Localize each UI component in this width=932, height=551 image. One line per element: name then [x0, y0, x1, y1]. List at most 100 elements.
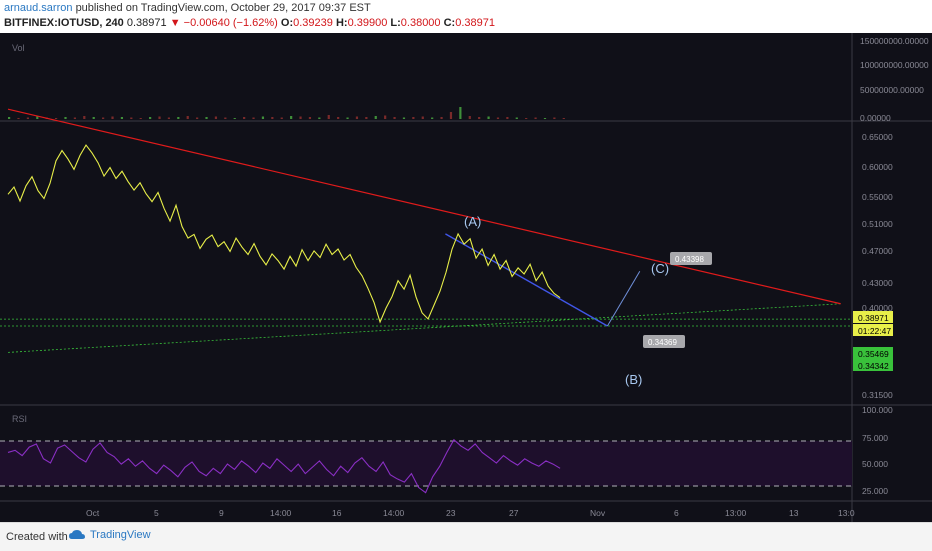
- last-price-text: 0.38971: [858, 313, 889, 323]
- volume-bar: [515, 117, 518, 119]
- footer: Created with TradingView: [0, 522, 932, 551]
- volume-bar: [421, 116, 424, 119]
- volume-bar: [120, 117, 124, 119]
- callout-b[interactable]: [643, 335, 685, 348]
- volume-bar: [243, 117, 246, 119]
- callout-b-text: 0.34369: [648, 338, 677, 347]
- volume-bar: [374, 116, 377, 119]
- volume-bar: [139, 118, 142, 119]
- volume-bar: [158, 116, 161, 119]
- volume-bar: [73, 117, 77, 119]
- volume-bar: [233, 118, 236, 119]
- cloud-icon: [69, 530, 85, 539]
- volume-bar: [8, 117, 11, 119]
- volume-bar: [102, 117, 105, 119]
- volume-tick-label: 150000000.00000: [860, 36, 929, 46]
- volume-bar: [318, 117, 321, 119]
- volume-axis: 150000000.00000 100000000.00000 50000000…: [860, 36, 929, 123]
- volume-bar: [393, 117, 396, 119]
- volume-bar: [506, 117, 509, 119]
- wave-label-a[interactable]: (A): [464, 214, 481, 229]
- volume-bar: [167, 117, 171, 119]
- time-tick-label: 23: [446, 508, 456, 518]
- volume-pane-label: Vol: [12, 43, 25, 53]
- volume-bar: [224, 117, 227, 119]
- support-text-lower: 0.34342: [858, 361, 889, 371]
- time-tick-label: Nov: [590, 508, 606, 518]
- volume-bar: [384, 115, 387, 119]
- last-price: 0.38971: [126, 17, 167, 29]
- volume-bar: [431, 117, 434, 119]
- volume-bar: [186, 116, 189, 119]
- volume-bar: [17, 118, 20, 119]
- volume-bars: [8, 107, 565, 119]
- high-value: 0.39900: [347, 17, 388, 29]
- resistance-trendline[interactable]: [7, 108, 841, 305]
- volume-bar: [149, 117, 152, 119]
- volume-bar: [308, 117, 312, 119]
- price-tick-label: 0.47000: [862, 246, 893, 256]
- wave-label-b[interactable]: (B): [625, 372, 642, 387]
- callout-c[interactable]: [670, 252, 712, 265]
- brand-text: TradingView: [90, 529, 151, 541]
- volume-bar: [290, 116, 293, 119]
- volume-bar: [177, 117, 180, 119]
- wave-a-b-line[interactable]: [445, 233, 608, 327]
- volume-bar: [487, 116, 490, 119]
- volume-bar: [534, 117, 537, 119]
- symbol-label: BITFINEX:IOTUSD, 240: [4, 17, 124, 29]
- volume-bar: [553, 117, 556, 119]
- time-axis: Oct 5 9 14:00 16 14:00 23 27 Nov 6 13:00…: [86, 508, 855, 518]
- support-label-lower: [853, 359, 893, 371]
- ohlc-line: BITFINEX:IOTUSD, 240 0.38971 ▼ −0.00640 …: [4, 17, 495, 29]
- tradingview-brand[interactable]: TradingView: [68, 529, 151, 541]
- volume-tick-label: 100000000.00000: [860, 60, 929, 70]
- wave-b-c-line[interactable]: [606, 271, 641, 327]
- chart-area[interactable]: Vol RSI 150000000.00000 100000000.00000 …: [0, 33, 932, 523]
- volume-tick-label: 50000000.00000: [860, 85, 924, 95]
- volume-bar: [299, 116, 302, 119]
- volume-bar: [478, 117, 481, 119]
- rsi-band: [0, 441, 852, 486]
- countdown-label: [853, 324, 893, 336]
- price-line: [7, 144, 561, 324]
- chart-svg[interactable]: Vol RSI 150000000.00000 100000000.00000 …: [0, 33, 932, 523]
- volume-bar: [64, 117, 67, 119]
- publish-info: published on TradingView.com, October 29…: [75, 2, 371, 14]
- change-arrow: ▼: [169, 17, 181, 29]
- countdown-text: 01:22:47: [858, 326, 891, 336]
- volume-bar: [36, 116, 39, 119]
- low-label: L:: [390, 17, 401, 29]
- volume-bar: [468, 116, 471, 119]
- rsi-tick-label: 100.000: [862, 405, 893, 415]
- high-label: H:: [335, 17, 348, 29]
- volume-bar: [196, 117, 199, 119]
- volume-bar: [111, 116, 114, 119]
- volume-bar: [543, 118, 547, 119]
- author-link[interactable]: arnaud.sarron: [4, 2, 73, 14]
- volume-bar: [525, 118, 528, 119]
- time-tick-label: 6: [674, 508, 679, 518]
- volume-bar: [365, 117, 368, 119]
- time-tick-label: 5: [154, 508, 159, 518]
- price-tick-label: 0.65000: [862, 132, 893, 142]
- time-tick-label: 14:00: [383, 508, 405, 518]
- time-tick-label: 9: [219, 508, 224, 518]
- rsi-pane-label: RSI: [12, 414, 27, 424]
- drawings[interactable]: [0, 108, 852, 353]
- rsi-tick-label: 25.000: [862, 486, 888, 496]
- price-series: [7, 144, 561, 324]
- volume-bar: [280, 117, 283, 119]
- rsi-tick-label: 75.000: [862, 433, 888, 443]
- volume-bar: [412, 117, 415, 119]
- wave-label-c[interactable]: (C): [651, 261, 669, 276]
- volume-bar: [92, 117, 95, 119]
- volume-bar: [449, 112, 453, 119]
- volume-bar: [562, 118, 565, 119]
- volume-bar: [327, 115, 330, 119]
- time-tick-label: 13:0: [838, 508, 855, 518]
- created-with-label: Created with: [6, 531, 68, 543]
- support-diagonal-line[interactable]: [7, 303, 841, 353]
- open-value: 0.39239: [293, 17, 333, 29]
- volume-bar: [459, 107, 462, 119]
